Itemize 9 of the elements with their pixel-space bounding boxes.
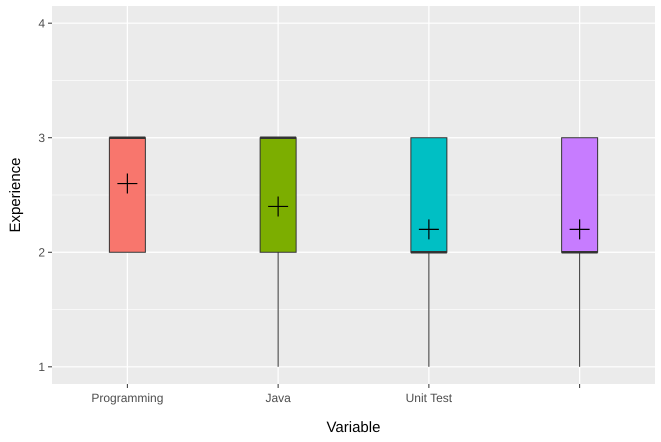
x-axis-title: Variable bbox=[326, 419, 380, 436]
y-tick-label: 3 bbox=[38, 130, 46, 145]
x-tick-label: Programming bbox=[91, 391, 164, 405]
y-tick-label: 2 bbox=[38, 245, 46, 260]
y-axis-title: Experience bbox=[7, 157, 24, 233]
x-tick-label: Java bbox=[265, 391, 292, 405]
y-tick-label: 4 bbox=[38, 16, 46, 30]
x-tick-label: Unit Test bbox=[406, 391, 453, 405]
y-tick-label: 1 bbox=[38, 360, 46, 374]
